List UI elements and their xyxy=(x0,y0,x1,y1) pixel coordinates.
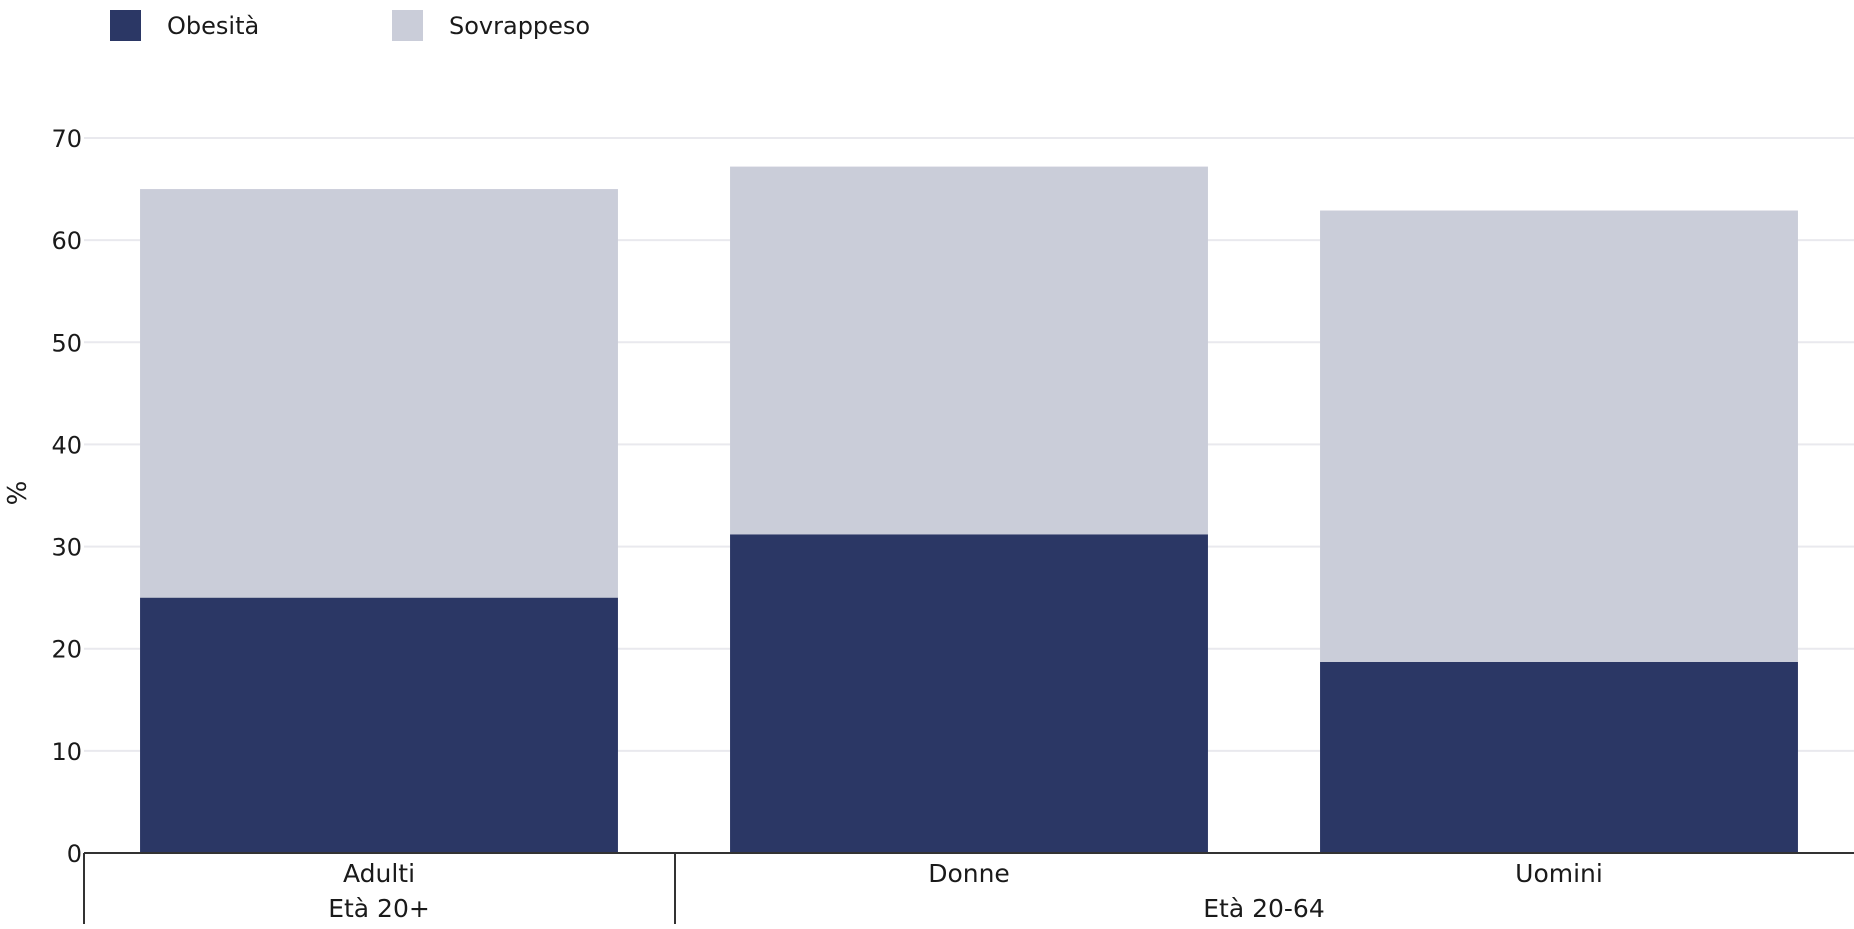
bar-obesit-uomini xyxy=(1320,661,1798,853)
legend-label: Obesità xyxy=(167,12,259,40)
bar-sovrappeso-donne xyxy=(730,166,1208,535)
y-tick-label: 70 xyxy=(51,125,82,153)
legend-swatch-obesit xyxy=(110,10,141,41)
y-tick-label: 50 xyxy=(51,329,82,357)
x-category-label: Uomini xyxy=(1515,859,1603,888)
bar-sovrappeso-uomini xyxy=(1320,210,1798,662)
bar-sovrappeso-adulti xyxy=(140,189,618,598)
y-axis-ticks: 0 10 20 30 40 50 60 70 xyxy=(51,125,82,868)
legend-swatch-sovrappeso xyxy=(392,10,423,41)
legend: Obesità Sovrappeso xyxy=(110,10,590,41)
y-tick-label: 0 xyxy=(67,840,82,868)
x-category-label: Donne xyxy=(928,859,1010,888)
x-group-label: Età 20-64 xyxy=(1203,894,1325,923)
x-group-label: Età 20+ xyxy=(328,894,430,923)
y-tick-label: 30 xyxy=(51,534,82,562)
x-axis-groups: Età 20+ Età 20-64 xyxy=(328,894,1325,923)
y-tick-label: 20 xyxy=(51,636,82,664)
y-tick-label: 40 xyxy=(51,431,82,459)
bar-obesit-donne xyxy=(730,534,1208,853)
x-category-label: Adulti xyxy=(343,859,415,888)
bar-obesit-adulti xyxy=(140,597,618,853)
y-axis-label: % xyxy=(3,481,33,506)
legend-label: Sovrappeso xyxy=(449,12,590,40)
x-axis-categories: Adulti Donne Uomini xyxy=(343,859,1603,888)
bars xyxy=(140,166,1798,853)
y-tick-label: 60 xyxy=(51,227,82,255)
y-tick-label: 10 xyxy=(51,738,82,766)
